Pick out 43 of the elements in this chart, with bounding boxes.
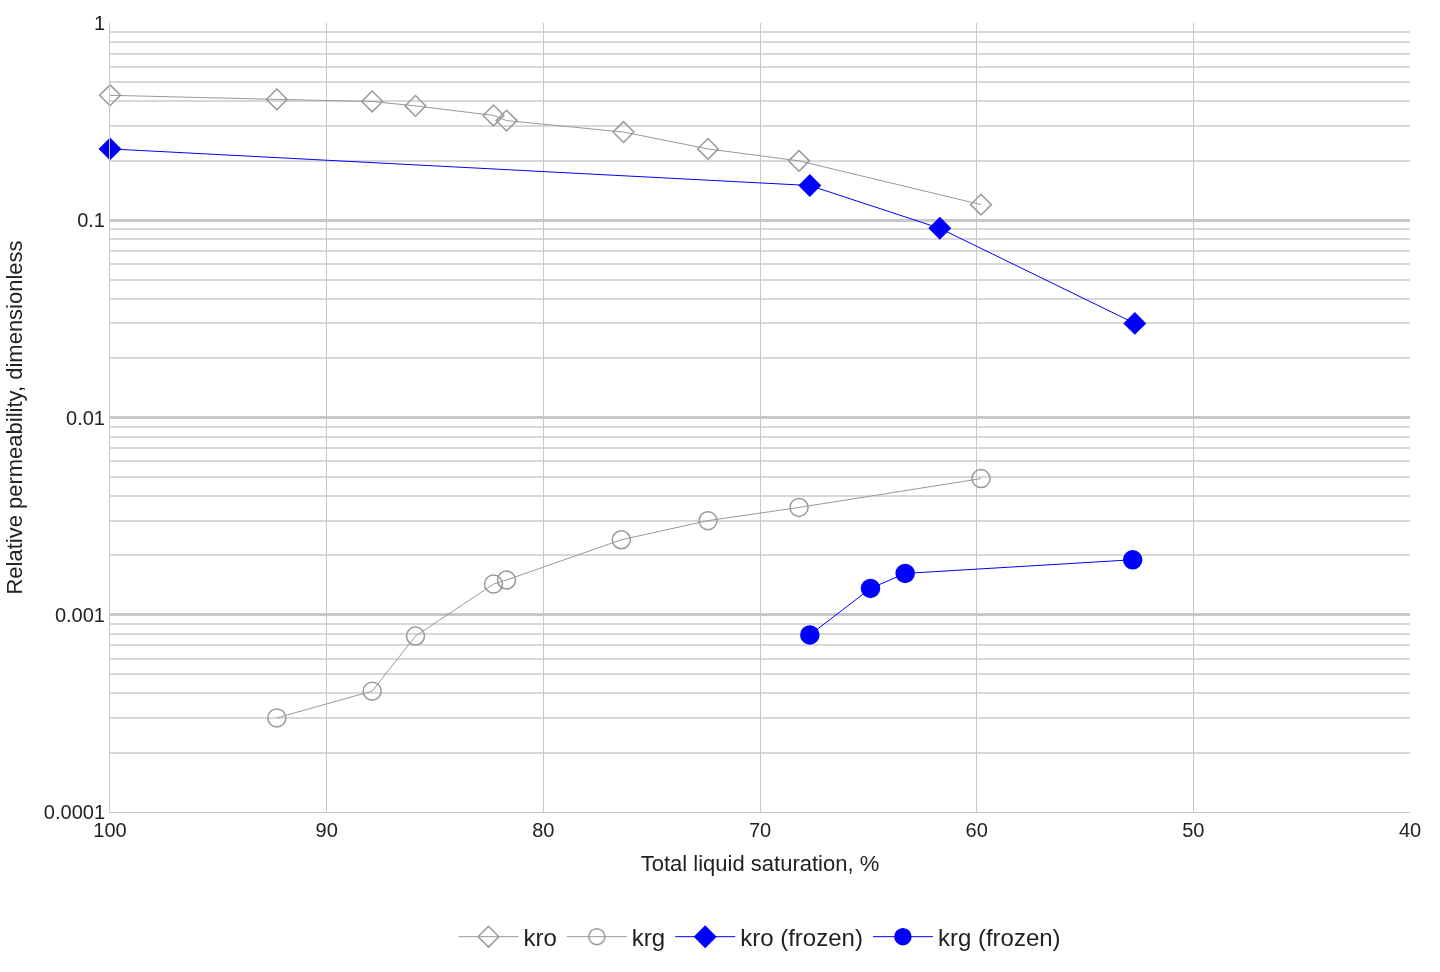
point [495, 109, 518, 132]
legend-label: krg [631, 924, 666, 952]
point [860, 578, 881, 599]
point [969, 193, 993, 216]
point [362, 681, 382, 701]
point [971, 468, 991, 489]
x-tick-label: 90 [315, 819, 338, 841]
point [361, 90, 384, 113]
x-tick-label: 50 [1182, 819, 1205, 841]
point [612, 120, 635, 144]
point [1123, 312, 1146, 335]
y-tick-label: 1 [93, 12, 105, 34]
y-tick-label: 0.01 [66, 406, 105, 429]
x-tick-label: 70 [748, 819, 772, 841]
point [928, 217, 951, 240]
x-axis-title: Total liquid saturation, % [640, 850, 880, 876]
point [482, 104, 505, 127]
point [698, 510, 718, 531]
x-tick-label: 40 [1398, 819, 1422, 841]
point [496, 570, 517, 590]
point [404, 94, 427, 118]
x-tick-label: 60 [965, 819, 988, 841]
point [265, 88, 288, 111]
point [267, 708, 287, 728]
point [789, 497, 809, 518]
point [98, 137, 122, 161]
x-tick-label: 80 [532, 819, 555, 841]
point [800, 625, 820, 645]
point [895, 563, 915, 584]
y-tick-label: 0.001 [54, 603, 105, 626]
point [405, 626, 426, 646]
legend-label: krg (frozen) [937, 924, 1061, 952]
point [798, 174, 821, 197]
legend-label: kro (frozen) [740, 924, 863, 952]
y-tick-label: 0.1 [77, 209, 105, 232]
legend-label: kro [523, 924, 557, 952]
point [1122, 550, 1143, 570]
point [696, 137, 720, 161]
y-axis-title: Relative permeability, dimensionless [1, 240, 27, 595]
point [611, 530, 632, 550]
point [98, 84, 122, 107]
point [483, 574, 504, 594]
point [787, 149, 811, 173]
